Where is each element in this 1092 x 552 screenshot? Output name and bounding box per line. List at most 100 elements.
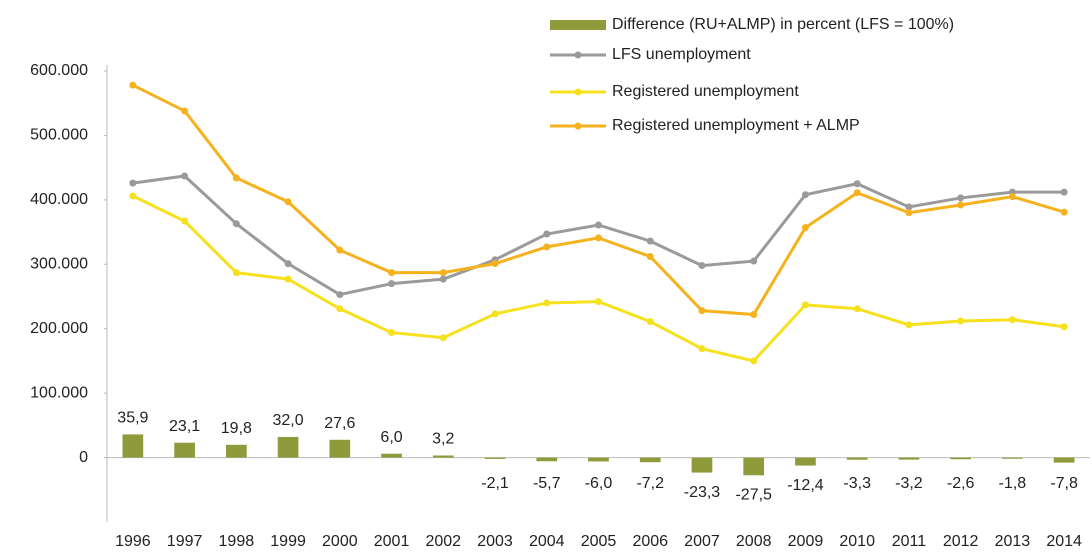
data-label: -3,3 (843, 475, 871, 492)
data-label: -7,8 (1050, 475, 1078, 492)
x-tick-label: 1999 (270, 533, 306, 550)
data-label: -7,2 (636, 475, 664, 492)
x-tick-label: 2006 (632, 533, 668, 550)
point (284, 260, 292, 268)
point (905, 321, 913, 329)
point (491, 310, 499, 318)
point (129, 81, 137, 89)
point (232, 174, 240, 182)
point (491, 260, 499, 268)
data-label: 32,0 (273, 412, 304, 429)
point (1060, 208, 1068, 216)
legend-label: LFS unemployment (612, 46, 751, 63)
bar (743, 457, 765, 476)
point (957, 194, 965, 202)
bar (950, 457, 972, 460)
legend-dot (574, 122, 582, 130)
data-label: 19,8 (221, 420, 252, 437)
point (388, 280, 396, 288)
x-tick-label: 2014 (1046, 533, 1082, 550)
point (336, 291, 344, 299)
point (129, 192, 137, 200)
point (129, 179, 137, 187)
point (957, 201, 965, 209)
bar (1002, 457, 1023, 459)
point (801, 224, 809, 232)
point (284, 198, 292, 206)
data-label: 35,9 (117, 410, 148, 427)
legend-dot (574, 51, 582, 59)
point (750, 311, 758, 319)
point (801, 191, 809, 199)
bar (691, 457, 713, 473)
legend-dot (574, 88, 582, 96)
x-tick-label: 2002 (425, 533, 461, 550)
bar (225, 444, 247, 458)
bar (432, 455, 454, 458)
x-tick-label: 2013 (995, 533, 1031, 550)
point (1008, 193, 1016, 201)
y-tick-label: 200.000 (30, 320, 88, 337)
point (853, 305, 861, 313)
point (181, 217, 189, 225)
x-tick-label: 2008 (736, 533, 772, 550)
point (336, 305, 344, 313)
line (132, 194, 1065, 363)
point (905, 203, 913, 211)
y-tick-label: 400.000 (30, 191, 88, 208)
data-label: -3,2 (895, 475, 923, 492)
point (595, 234, 602, 242)
point (646, 237, 654, 245)
y-tick-label: 300.000 (30, 256, 88, 273)
point (595, 221, 602, 229)
x-tick-label: 1997 (167, 533, 203, 550)
bar (536, 457, 558, 462)
x-tick-label: 1998 (219, 533, 255, 550)
x-tick-label: 2000 (322, 533, 358, 550)
point (905, 209, 913, 217)
data-label: 3,2 (432, 431, 454, 448)
data-label: -2,1 (481, 475, 509, 492)
point (232, 269, 240, 277)
point (232, 220, 240, 228)
bar (329, 439, 351, 458)
x-tick-label: 2009 (788, 533, 824, 550)
y-tick-label: 600.000 (30, 62, 88, 79)
point (750, 257, 758, 265)
bar (174, 442, 195, 458)
legend-label: Registered unemployment (612, 83, 799, 100)
bar (1053, 457, 1075, 463)
x-tick-label: 2004 (529, 533, 565, 550)
point (388, 329, 396, 337)
point (595, 298, 602, 306)
point (439, 269, 447, 277)
point (181, 172, 189, 180)
data-label: -6,0 (585, 475, 613, 492)
bar (846, 457, 868, 460)
point (1060, 188, 1068, 196)
x-tick-label: 2003 (477, 533, 513, 550)
data-label: -1,8 (999, 475, 1027, 492)
x-tick-label: 2010 (839, 533, 875, 550)
bar (277, 436, 299, 458)
x-tick-label: 2005 (581, 533, 617, 550)
point (646, 318, 654, 326)
point (439, 275, 447, 283)
bar (381, 453, 402, 458)
point (439, 334, 447, 342)
point (1060, 323, 1068, 331)
bar (122, 434, 144, 458)
point (388, 269, 396, 277)
x-tick-label: 2001 (374, 533, 410, 550)
point (853, 189, 861, 197)
line (132, 83, 1065, 317)
bar (795, 457, 816, 466)
point (284, 275, 292, 283)
bar (484, 457, 506, 459)
point (698, 262, 706, 270)
point (336, 246, 344, 254)
point (801, 301, 809, 309)
x-tick-label: 2012 (943, 533, 979, 550)
legend-label: Difference (RU+ALMP) in percent (LFS = 1… (612, 16, 954, 33)
